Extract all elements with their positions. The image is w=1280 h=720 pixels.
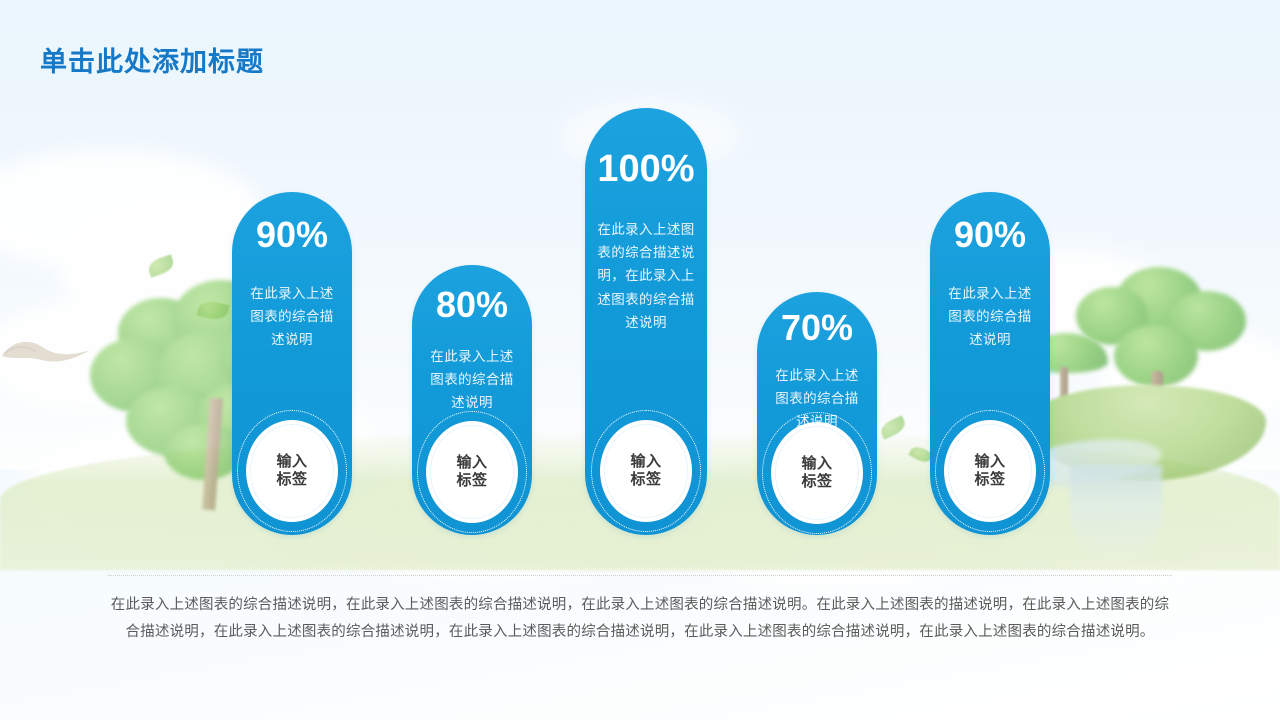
dotted-ring-icon <box>430 425 514 519</box>
badge-line-2: 标签 <box>974 471 1006 488</box>
pill-percent-2: 80% <box>435 284 509 325</box>
pill-badge-label-4: 输入 标签 <box>801 455 832 492</box>
pill-percent-1: 90% <box>255 214 329 255</box>
pill-column-2[interactable]: 80% 在此录入上述图表的综合描述说明 输入 标签 <box>412 265 532 535</box>
pill-badge-3[interactable]: 输入 标签 <box>591 410 701 532</box>
pill-description-5: 在此录入上述图表的综合描述说明 <box>948 286 1032 348</box>
page-title: 单击此处添加标题 <box>40 47 264 77</box>
pill-description-2: 在此录入上述图表的综合描述说明 <box>430 349 514 411</box>
dotted-ring-icon <box>775 426 859 520</box>
badge-line-1: 输入 <box>974 452 1006 470</box>
pill-column-1[interactable]: 90% 在此录入上述图表的综合描述说明 输入 标签 <box>232 192 352 535</box>
dotted-ring-outer-icon <box>237 410 347 532</box>
pill-badge-label-5: 输入 标签 <box>974 453 1005 490</box>
dotted-divider <box>108 575 1172 576</box>
pill-badge-4[interactable]: 输入 标签 <box>762 412 872 534</box>
dotted-ring-outer-icon <box>417 411 527 533</box>
pill-badge-label-1: 输入 标签 <box>276 453 307 490</box>
pill-percent-4: 70% <box>780 307 854 348</box>
badge-line-2: 标签 <box>276 471 308 488</box>
badge-line-1: 输入 <box>630 452 662 470</box>
pill-column-4[interactable]: 70% 在此录入上述图表的综合描述说明 输入 标签 <box>757 292 877 535</box>
dotted-ring-icon <box>250 424 334 518</box>
footer-description: 在此录入上述图表的综合描述说明，在此录入上述图表的综合描述说明，在此录入上述图表… <box>110 597 1170 640</box>
pill-badge-5[interactable]: 输入 标签 <box>935 410 1045 532</box>
pill-badge-2[interactable]: 输入 标签 <box>417 411 527 533</box>
pill-column-5[interactable]: 90% 在此录入上述图表的综合描述说明 输入 标签 <box>930 192 1050 535</box>
pill-percent-5: 90% <box>953 214 1027 255</box>
dotted-ring-outer-icon <box>762 412 872 534</box>
badge-line-1: 输入 <box>276 452 308 470</box>
dotted-ring-icon <box>604 424 688 518</box>
pill-badge-1[interactable]: 输入 标签 <box>237 410 347 532</box>
pill-column-3[interactable]: 100% 在此录入上述图表的综合描述说明，在此录入上述图表的综合描述说明 输入 … <box>585 108 707 535</box>
pill-badge-label-2: 输入 标签 <box>456 454 487 491</box>
pill-badge-label-3: 输入 标签 <box>630 453 661 490</box>
dotted-ring-outer-icon <box>591 410 701 532</box>
pill-description-1: 在此录入上述图表的综合描述说明 <box>250 286 334 348</box>
dotted-ring-outer-icon <box>935 410 1045 532</box>
badge-line-1: 输入 <box>456 453 488 471</box>
badge-line-2: 标签 <box>630 471 662 488</box>
pill-description-3: 在此录入上述图表的综合描述说明，在此录入上述图表的综合描述说明 <box>597 222 695 330</box>
dotted-ring-icon <box>948 424 1032 518</box>
pill-percent-3: 100% <box>597 148 695 190</box>
badge-line-2: 标签 <box>801 473 833 490</box>
badge-line-2: 标签 <box>456 472 488 489</box>
badge-line-1: 输入 <box>801 454 833 472</box>
